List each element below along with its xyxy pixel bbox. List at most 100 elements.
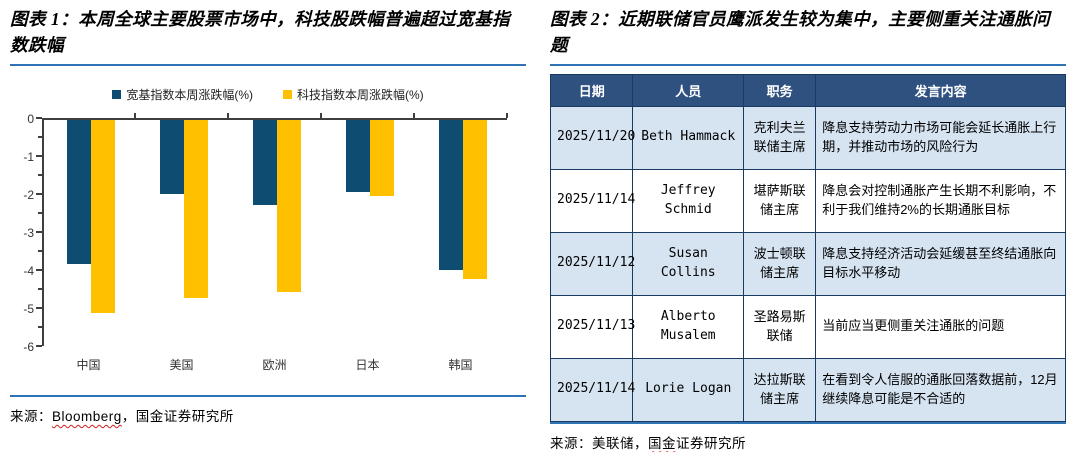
y-tick-label: 0: [27, 111, 34, 126]
x-axis-labels: 中国 美国 欧洲 日本 韩国: [42, 356, 507, 373]
y-tick-label: -5: [23, 301, 34, 316]
y-minor-tick: [38, 174, 42, 176]
legend-swatch-icon: [112, 89, 122, 99]
bar-1: [66, 119, 91, 264]
y-minor-tick: [38, 250, 42, 252]
bar-4: [369, 119, 394, 196]
y-major-tick: [36, 117, 42, 119]
cell-date: 2025/11/14: [549, 357, 635, 422]
x-category-label: 中国: [76, 357, 101, 372]
y-axis-line: [42, 117, 44, 346]
source-part: 国金: [648, 435, 676, 451]
cell-role: 克利夫兰联储主席: [743, 105, 817, 170]
chart-legend: 宽基指数本周涨跌幅(%) 科技指数本周涨跌幅(%): [10, 86, 526, 103]
bar-1: [90, 119, 115, 314]
x-boundary-tick: [506, 112, 508, 118]
x-category-label: 欧洲: [262, 357, 287, 372]
cell-person: Jeffrey Schmid: [632, 168, 745, 233]
table-row: 2025/11/12 Susan Collins 波士顿联储主席 降息支持经济活动会延…: [549, 231, 1066, 296]
cell-date: 2025/11/20: [549, 105, 635, 170]
figure2-source: 来源：美联储，国金证券研究所: [550, 421, 1066, 452]
table-header-4: 发言内容: [815, 73, 1066, 107]
table-row: 2025/11/14 Jeffrey Schmid 堪萨斯联储主席 降息会对控制通胀产…: [549, 168, 1066, 233]
source-part: 证券研究所: [676, 435, 746, 451]
figure1-source: 来源：Bloomberg，国金证券研究所: [10, 395, 526, 425]
cell-speech: 当前应当更侧重关注通胀的问题: [815, 294, 1066, 359]
x-category-label: 美国: [169, 357, 194, 372]
bar-group-1: [44, 119, 137, 314]
cell-speech: 降息会对控制通胀产生长期不利影响，不利于我们维持2%的长期通胀目标: [815, 168, 1066, 233]
table-row: 2025/11/13 Alberto Musalem 圣路易斯联储 当前应当更侧重关注…: [549, 294, 1066, 359]
cell-role: 圣路易斯联储: [743, 294, 817, 359]
bar-2: [183, 119, 208, 299]
x-boundary-tick: [227, 112, 229, 118]
figure2-panel: 图表 2：近期联储官员鹰派发生较为集中，主要侧重关注通胀问题 日期 人员 职务 发言内…: [540, 0, 1080, 451]
fed-officials-table: 日期 人员 职务 发言内容 2025/11/20 Beth Hammack 克利夫兰联储主…: [549, 73, 1066, 422]
x-boundary-tick: [134, 112, 136, 118]
y-tick-label: -6: [23, 339, 34, 354]
y-minor-tick: [38, 212, 42, 214]
legend-label: 宽基指数本周涨跌幅(%): [126, 87, 253, 102]
source-label: 来源：: [10, 409, 52, 424]
cell-speech: 降息支持经济活动会延缓甚至终结通胀向目标水平移动: [815, 231, 1066, 296]
y-major-tick: [36, 345, 42, 347]
figure1-panel: 图表 1：本周全球主要股票市场中，科技股跌幅普遍超过宽基指数跌幅 宽基指数本周涨…: [0, 0, 540, 435]
table-row: 2025/11/14 Lorie Logan 达拉斯联储主席 在看到令人信服的通胀回落…: [549, 357, 1066, 422]
cell-person: Susan Collins: [632, 231, 745, 296]
x-axis-line: [42, 117, 507, 120]
source-part: Bloomberg: [52, 409, 122, 424]
figure1-chart: 宽基指数本周涨跌幅(%) 科技指数本周涨跌幅(%) 0 -1 -2 -3 -4 -5 -6 中…: [10, 66, 526, 396]
cell-role: 波士顿联储主席: [743, 231, 817, 296]
y-minor-tick: [38, 326, 42, 328]
cell-person: Alberto Musalem: [632, 294, 745, 359]
table-header-3: 职务: [743, 73, 817, 107]
bar-5: [462, 119, 487, 280]
x-category-label: 韩国: [448, 357, 473, 372]
x-category-label: 日本: [355, 357, 380, 372]
cell-date: 2025/11/14: [549, 168, 635, 233]
table-header-row: 日期 人员 职务 发言内容: [549, 73, 1066, 107]
bar-5: [438, 119, 463, 270]
table-row: 2025/11/20 Beth Hammack 克利夫兰联储主席 降息支持劳动力市场可…: [549, 105, 1066, 170]
figure2-title: 图表 2：近期联储官员鹰派发生较为集中，主要侧重关注通胀问题: [550, 6, 1066, 66]
table-header-2: 人员: [632, 73, 745, 107]
table-header-1: 日期: [549, 73, 634, 107]
y-tick-label: -2: [23, 187, 34, 202]
y-tick-label: -4: [23, 263, 34, 278]
x-boundary-tick: [413, 112, 415, 118]
cell-speech: 在看到令人信服的通胀回落数据前，12月继续降息可能是不合适的: [815, 357, 1066, 422]
legend-item: 宽基指数本周涨跌幅(%): [112, 86, 253, 103]
cell-role: 达拉斯联储主席: [743, 357, 817, 422]
bar-4: [345, 119, 370, 192]
figure1-title: 图表 1：本周全球主要股票市场中，科技股跌幅普遍超过宽基指数跌幅: [10, 6, 526, 66]
y-major-tick: [36, 193, 42, 195]
bar-group-2: [137, 119, 230, 314]
source-part: 美联储，: [592, 435, 648, 451]
legend-label: 科技指数本周涨跌幅(%): [297, 87, 424, 102]
y-tick-label: -3: [23, 225, 34, 240]
cell-date: 2025/11/12: [549, 231, 635, 296]
chart-plot-area: 0 -1 -2 -3 -4 -5 -6: [23, 112, 509, 353]
y-minor-tick: [38, 136, 42, 138]
y-tick-label: -1: [23, 149, 34, 164]
cell-date: 2025/11/13: [549, 294, 635, 359]
bar-groups: [44, 119, 509, 314]
cell-role: 堪萨斯联储主席: [743, 168, 817, 233]
cell-speech: 降息支持劳动力市场可能会延长通胀上行期，并推动市场的风险行为: [815, 105, 1066, 170]
figure2-source-text: 来源：美联储，国金证券研究所: [550, 436, 746, 451]
bar-group-4: [323, 119, 416, 314]
bar-3: [252, 119, 277, 205]
y-major-tick: [36, 155, 42, 157]
x-boundary-tick: [320, 112, 322, 118]
cell-person: Lorie Logan: [632, 357, 745, 422]
y-major-tick: [36, 231, 42, 233]
bar-group-3: [230, 119, 323, 314]
legend-item: 科技指数本周涨跌幅(%): [283, 86, 424, 103]
y-major-tick: [36, 307, 42, 309]
bar-3: [276, 119, 301, 293]
y-major-tick: [36, 269, 42, 271]
source-label: 来源：: [550, 435, 592, 451]
bar-2: [159, 119, 184, 194]
legend-swatch-icon: [283, 89, 292, 99]
